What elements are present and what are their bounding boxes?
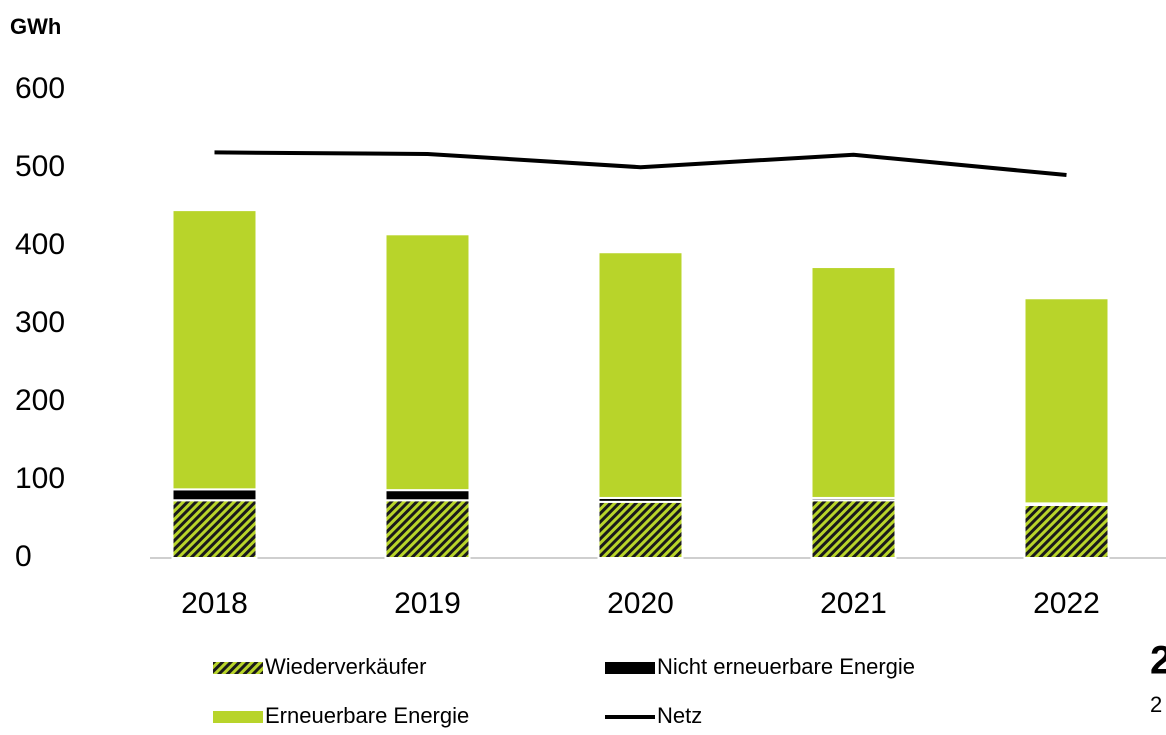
x-tick-label: 2020 <box>607 587 674 620</box>
bar-segment <box>171 209 258 491</box>
x-tick-label: 2019 <box>394 587 461 620</box>
y-tick-label: 0 <box>15 540 32 573</box>
bar-segment <box>171 499 258 559</box>
y-tick-label: 600 <box>15 72 65 105</box>
x-tick-label: 2021 <box>820 587 887 620</box>
y-axis-label: GWh <box>10 14 61 39</box>
bar-segment <box>597 500 684 559</box>
y-tick-label: 300 <box>15 306 65 339</box>
legend-label: Erneuerbare Energie <box>265 703 469 728</box>
legend-swatch <box>213 662 263 674</box>
legend-swatch <box>213 711 263 723</box>
y-tick-label: 100 <box>15 462 65 495</box>
y-tick-label: 500 <box>15 150 65 183</box>
bar-segment <box>597 251 684 499</box>
x-tick-label: 2018 <box>181 587 248 620</box>
bar-segment <box>810 266 897 499</box>
bar-segment <box>1023 297 1110 505</box>
bar-segment <box>384 489 471 502</box>
y-tick-label: 400 <box>15 228 65 261</box>
legend-swatch <box>605 662 655 674</box>
legend-label: Nicht erneuerbare Energie <box>657 654 915 679</box>
line-series <box>214 150 1067 178</box>
bar-segment <box>384 499 471 559</box>
bar-segment <box>171 488 258 502</box>
annotation: 2 <box>1150 639 1166 683</box>
bar-segment <box>810 499 897 559</box>
y-tick-label: 200 <box>15 384 65 417</box>
legend-label: Netz <box>657 703 702 728</box>
x-tick-label: 2022 <box>1033 587 1100 620</box>
annotation: 2 <box>1150 692 1162 717</box>
legend-label: Wiederverkäufer <box>265 654 426 679</box>
bar-segment <box>1023 503 1110 559</box>
bar-segment <box>384 233 471 492</box>
